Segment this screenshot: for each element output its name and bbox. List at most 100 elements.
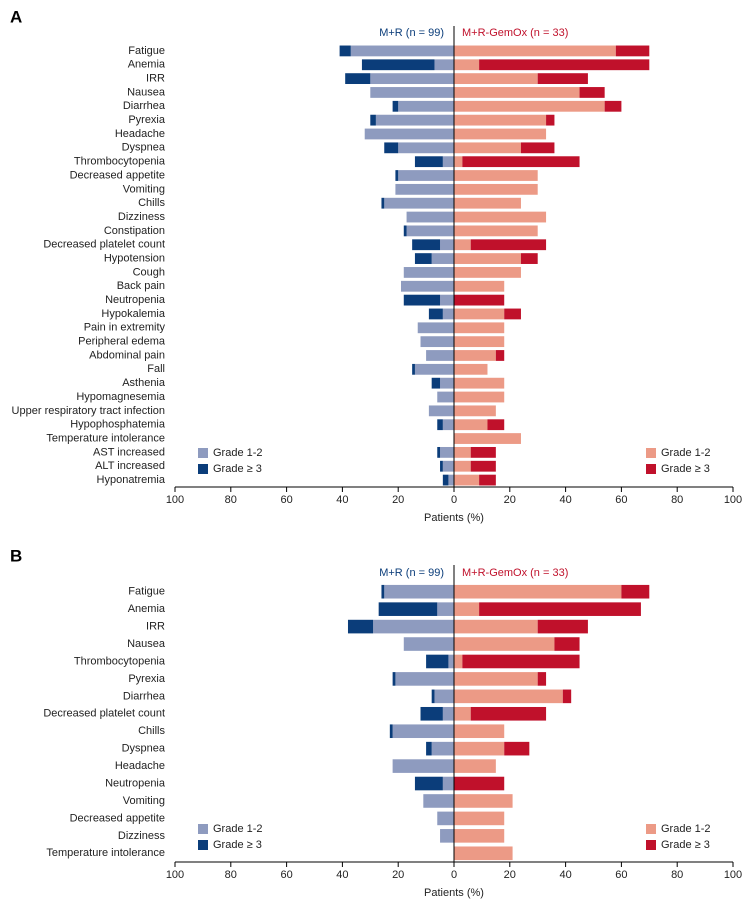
bar: [454, 128, 547, 140]
bar: [370, 114, 376, 126]
category-label: Headache: [115, 128, 165, 140]
bar: [395, 170, 399, 181]
bar: [434, 689, 454, 704]
bar: [537, 619, 588, 634]
bar: [520, 253, 538, 264]
category-label: Nausea: [127, 86, 166, 98]
category-label: Asthenia: [122, 377, 166, 389]
category-label: Constipation: [104, 225, 165, 237]
bar: [454, 776, 505, 791]
category-label: Anemia: [128, 59, 166, 71]
legend-swatch: [198, 448, 208, 458]
bar: [454, 724, 505, 739]
bar: [431, 253, 454, 264]
x-axis-label: Patients (%): [424, 512, 484, 524]
bar: [504, 308, 521, 320]
category-label: Pyrexia: [128, 673, 166, 685]
bar: [462, 156, 580, 168]
bar: [470, 446, 496, 458]
bar: [398, 142, 454, 154]
bar: [454, 602, 480, 616]
bar: [414, 776, 443, 791]
bar: [442, 308, 454, 320]
category-label: Fatigue: [128, 45, 165, 57]
category-label: Headache: [115, 760, 165, 772]
bar: [375, 114, 454, 126]
category-label: Pain in extremity: [84, 322, 166, 334]
bar: [428, 405, 454, 417]
bar: [431, 689, 435, 704]
bar: [470, 239, 547, 251]
bar: [373, 619, 454, 634]
bar: [347, 619, 374, 634]
bar: [454, 142, 521, 154]
bar: [454, 294, 505, 306]
x-tick-label: 80: [671, 869, 683, 881]
bar: [448, 474, 454, 486]
bar: [554, 637, 580, 651]
bar: [454, 391, 505, 403]
bar: [454, 829, 505, 843]
bar: [403, 637, 454, 651]
bar: [428, 308, 443, 320]
x-tick-label: 100: [724, 494, 742, 506]
category-label: Temperature intolerance: [46, 847, 165, 859]
bar: [454, 654, 463, 669]
bar: [454, 584, 622, 599]
bar: [442, 156, 454, 168]
bar: [454, 689, 563, 704]
panel-label: A: [10, 7, 22, 26]
bar: [454, 253, 521, 264]
bar: [437, 419, 443, 431]
legend-swatch: [646, 824, 656, 834]
bar: [392, 724, 454, 739]
bar: [440, 460, 443, 472]
bar: [406, 211, 454, 223]
bar: [520, 142, 555, 154]
category-label: Chills: [138, 197, 165, 209]
bar: [423, 794, 454, 808]
bar: [440, 294, 454, 306]
x-tick-label: 80: [225, 869, 237, 881]
x-tick-label: 100: [724, 869, 742, 881]
bar: [454, 114, 547, 126]
bar: [454, 45, 616, 57]
x-tick-label: 0: [451, 494, 457, 506]
x-tick-label: 20: [504, 869, 516, 881]
category-label: Vomiting: [123, 183, 165, 195]
bar: [381, 584, 385, 599]
category-label: Hypomagnesemia: [76, 391, 166, 403]
bar: [454, 239, 471, 251]
category-label: Chills: [138, 725, 165, 737]
bar: [431, 377, 441, 389]
category-label: Dizziness: [118, 211, 166, 223]
bar: [454, 156, 463, 168]
legend-label: Grade 1-2: [213, 823, 263, 835]
bar: [454, 794, 513, 808]
bar: [384, 142, 399, 154]
bar: [403, 294, 441, 306]
bar: [454, 672, 538, 686]
bar: [417, 322, 454, 334]
bar: [392, 759, 454, 773]
bar: [454, 100, 605, 112]
left-title: M+R (n = 99): [379, 567, 444, 579]
bar: [454, 419, 488, 431]
category-label: Decreased platelet count: [43, 708, 165, 720]
bar: [479, 474, 496, 486]
bar: [442, 776, 454, 791]
legend-swatch: [646, 464, 656, 474]
bar: [454, 59, 480, 71]
category-label: Dyspnea: [122, 743, 166, 755]
legend-swatch: [198, 840, 208, 850]
bar: [392, 100, 399, 112]
category-label: Cough: [133, 266, 165, 278]
bar: [403, 267, 454, 278]
bar: [495, 350, 505, 361]
bar: [462, 654, 580, 669]
bar: [562, 689, 572, 704]
bar: [504, 741, 530, 756]
legend-label: Grade ≥ 3: [213, 839, 262, 851]
bar: [454, 811, 505, 826]
bar: [395, 672, 454, 686]
